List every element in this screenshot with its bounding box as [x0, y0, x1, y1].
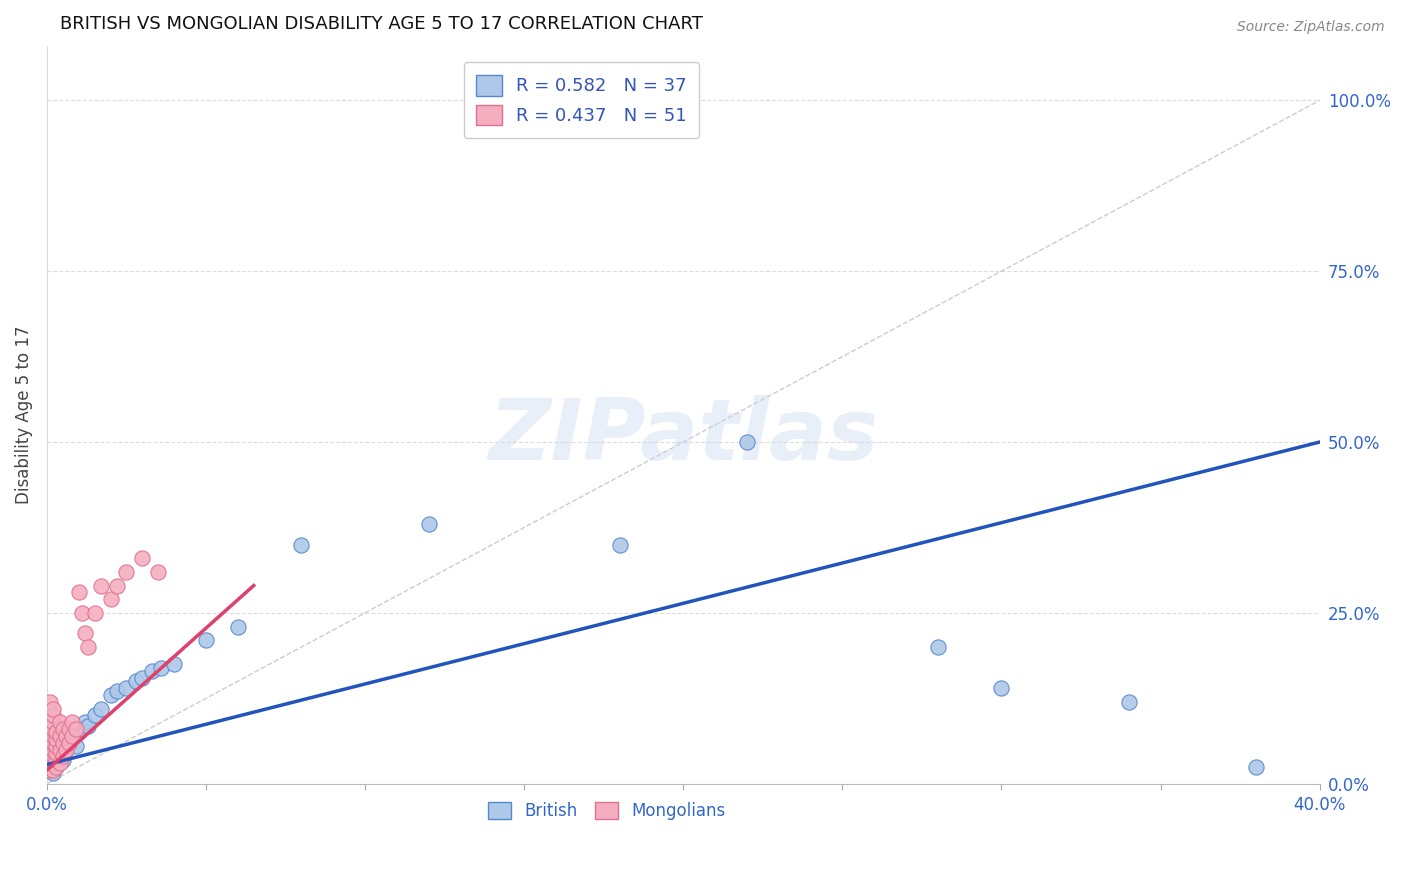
Point: [60, 729, 83, 743]
Point: [48, 715, 70, 730]
Point: [39, 695, 62, 709]
Point: [131, 671, 153, 685]
Point: [52, 736, 75, 750]
Point: [39, 763, 62, 777]
Point: [83, 708, 105, 723]
Point: [42, 742, 65, 756]
Point: [60, 729, 83, 743]
Point: [39, 756, 62, 771]
Point: [48, 756, 70, 771]
Point: [45, 759, 67, 773]
Point: [609, 537, 631, 551]
Point: [42, 708, 65, 723]
Point: [42, 753, 65, 767]
Point: [195, 633, 218, 648]
Point: [90, 701, 112, 715]
Point: [42, 763, 65, 777]
Point: [927, 640, 949, 654]
Point: [42, 766, 65, 780]
Point: [39, 708, 62, 723]
Point: [115, 681, 138, 695]
Point: [55, 742, 77, 756]
Point: [39, 742, 62, 756]
Point: [42, 749, 65, 764]
Point: [58, 736, 80, 750]
Point: [42, 736, 65, 750]
Point: [1244, 759, 1267, 773]
Point: [67, 725, 90, 739]
Point: [45, 732, 67, 747]
Point: [42, 715, 65, 730]
Point: [58, 736, 80, 750]
Point: [70, 606, 93, 620]
Point: [131, 551, 153, 566]
Point: [52, 722, 75, 736]
Y-axis label: Disability Age 5 to 17: Disability Age 5 to 17: [15, 326, 32, 504]
Legend: British, Mongolians: British, Mongolians: [481, 796, 733, 827]
Point: [52, 749, 75, 764]
Point: [39, 715, 62, 730]
Point: [100, 688, 122, 702]
Point: [45, 739, 67, 753]
Point: [42, 756, 65, 771]
Point: [60, 715, 83, 730]
Point: [67, 585, 90, 599]
Point: [45, 742, 67, 756]
Point: [90, 578, 112, 592]
Point: [77, 640, 100, 654]
Text: ZIPatlas: ZIPatlas: [488, 395, 879, 478]
Point: [55, 742, 77, 756]
Point: [115, 565, 138, 579]
Point: [39, 763, 62, 777]
Point: [148, 565, 170, 579]
Point: [75, 626, 97, 640]
Point: [105, 684, 128, 698]
Point: [39, 729, 62, 743]
Point: [55, 729, 77, 743]
Point: [125, 674, 148, 689]
Point: [100, 592, 122, 607]
Point: [39, 736, 62, 750]
Point: [52, 753, 75, 767]
Point: [990, 681, 1012, 695]
Point: [163, 657, 186, 672]
Point: [42, 722, 65, 736]
Point: [105, 578, 128, 592]
Point: [48, 742, 70, 756]
Point: [77, 719, 100, 733]
Point: [52, 736, 75, 750]
Point: [70, 722, 93, 736]
Point: [42, 701, 65, 715]
Text: Source: ZipAtlas.com: Source: ZipAtlas.com: [1237, 20, 1385, 34]
Point: [75, 715, 97, 730]
Point: [418, 516, 440, 531]
Point: [42, 729, 65, 743]
Point: [48, 749, 70, 764]
Point: [39, 722, 62, 736]
Point: [39, 749, 62, 764]
Point: [141, 664, 163, 678]
Point: [65, 739, 87, 753]
Point: [735, 435, 758, 450]
Point: [150, 660, 173, 674]
Point: [39, 749, 62, 764]
Point: [45, 746, 67, 760]
Point: [65, 722, 87, 736]
Point: [45, 725, 67, 739]
Point: [290, 537, 312, 551]
Text: BRITISH VS MONGOLIAN DISABILITY AGE 5 TO 17 CORRELATION CHART: BRITISH VS MONGOLIAN DISABILITY AGE 5 TO…: [59, 15, 703, 33]
Point: [226, 619, 249, 633]
Point: [83, 606, 105, 620]
Point: [45, 753, 67, 767]
Point: [58, 722, 80, 736]
Point: [1118, 695, 1140, 709]
Point: [48, 729, 70, 743]
Point: [45, 759, 67, 773]
